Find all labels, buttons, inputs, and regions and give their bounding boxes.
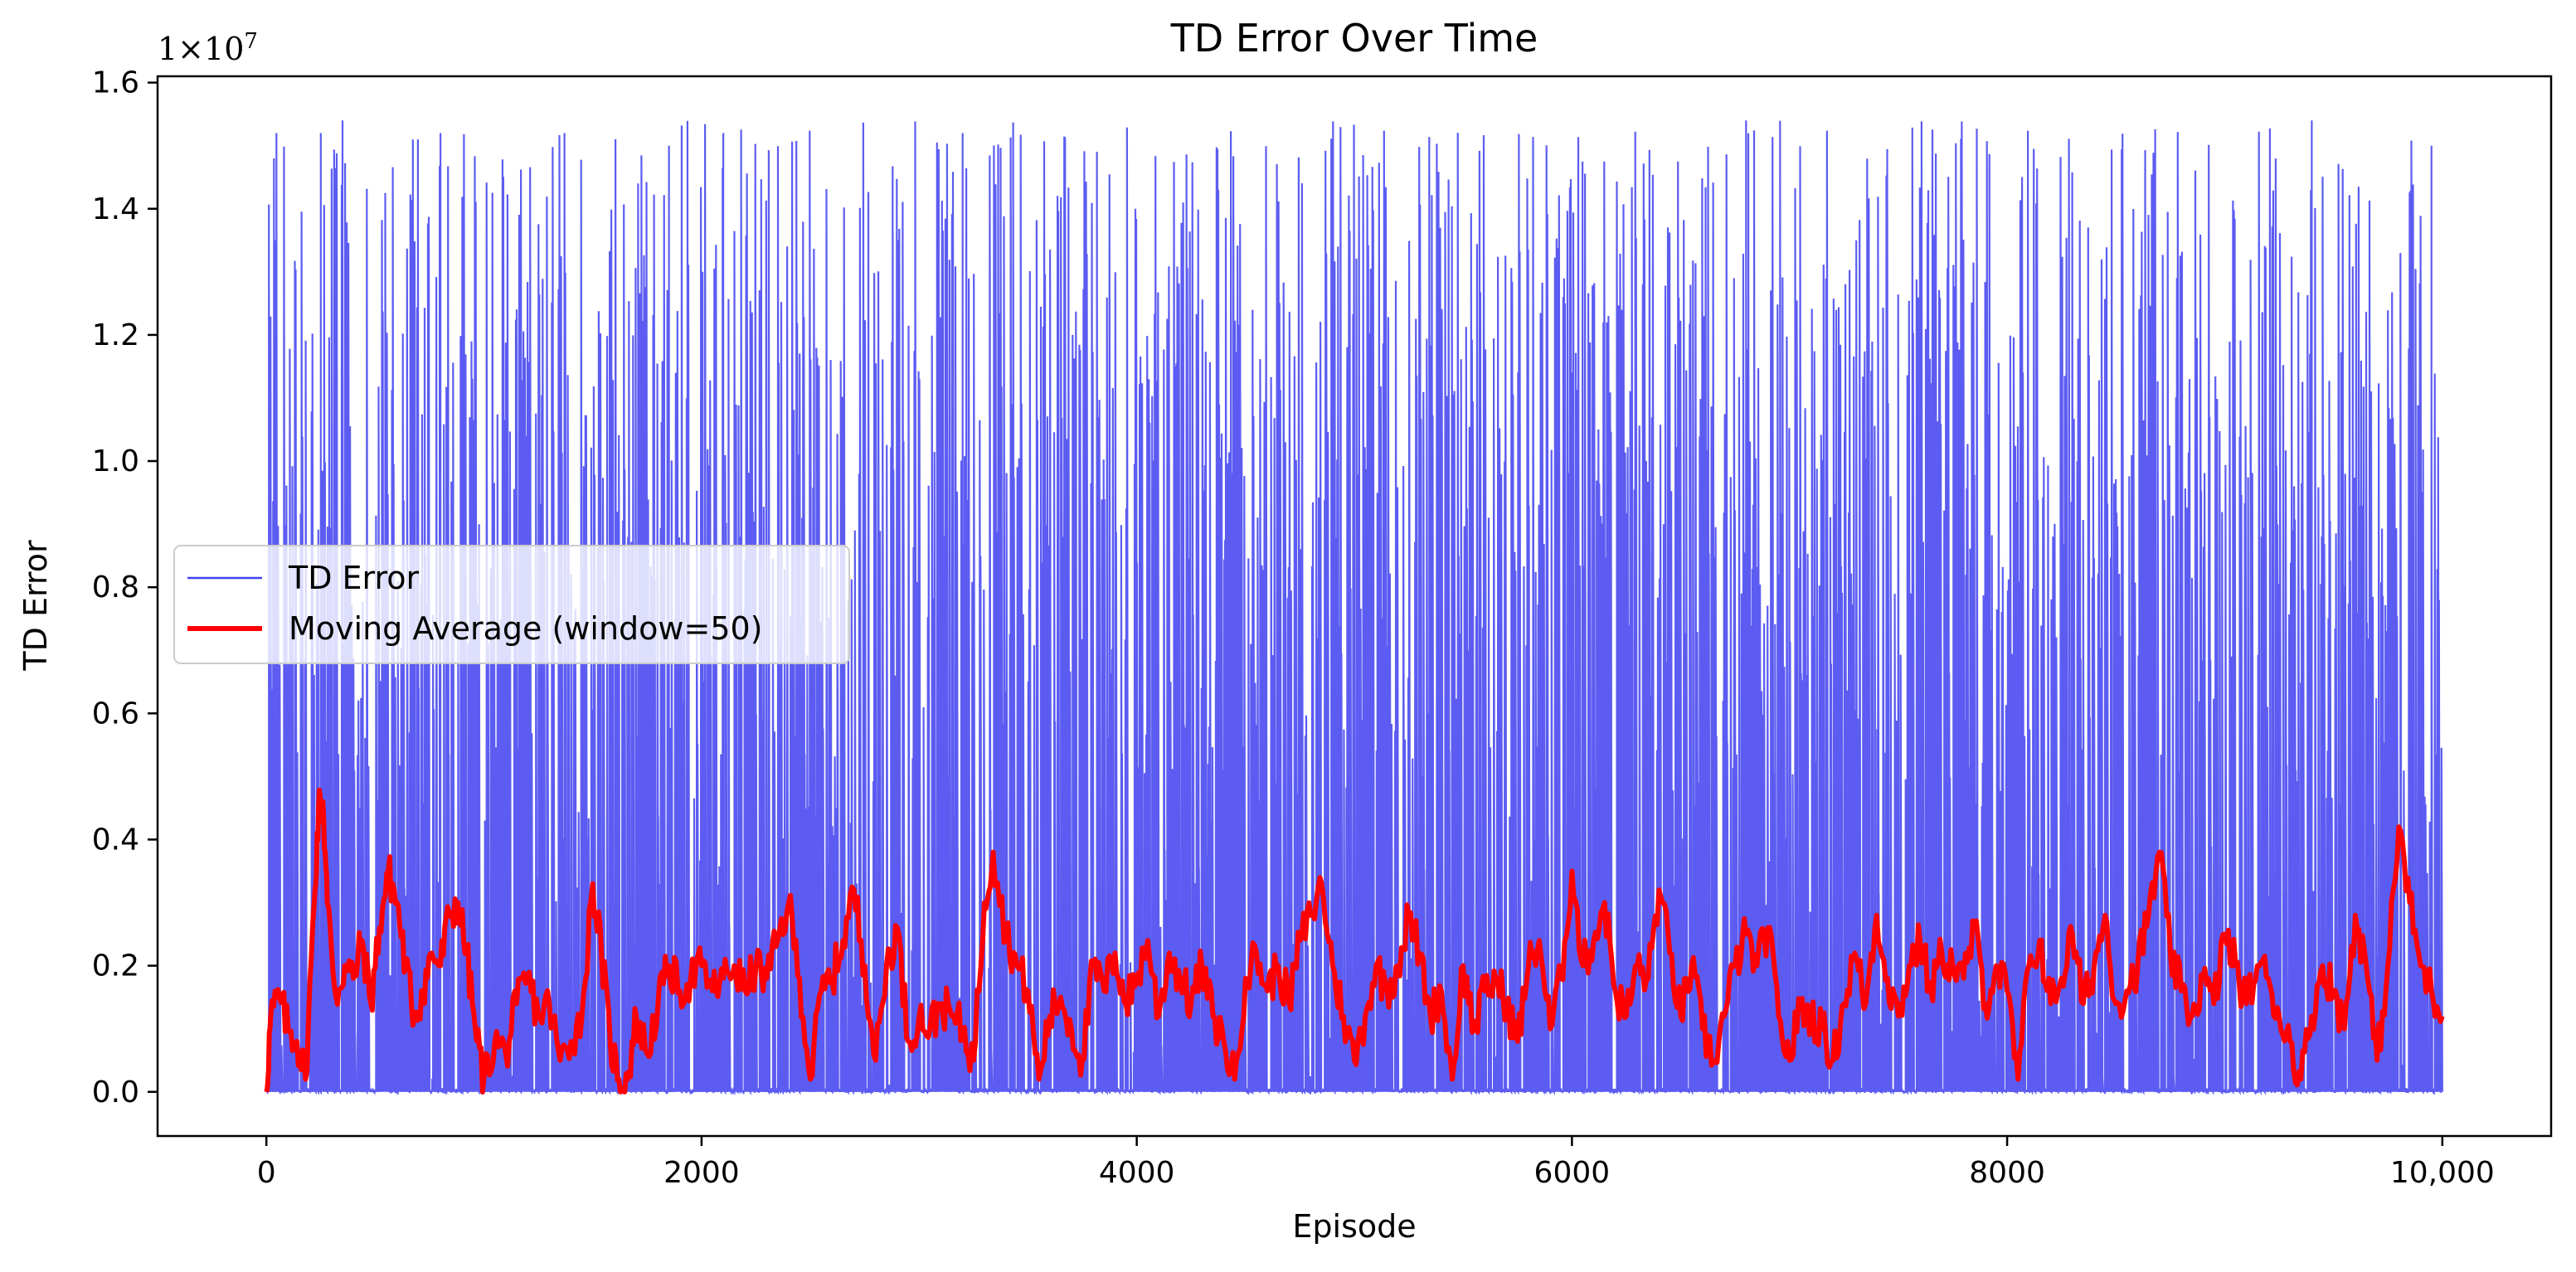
y-axis-multiplier-exponent: 7: [244, 29, 258, 54]
x-tick-label: 2000: [663, 1156, 740, 1190]
legend: TD Error Moving Average (window=50): [173, 545, 850, 664]
x-tick-label: 8000: [1969, 1156, 2045, 1190]
y-tick-label: 1.0: [92, 444, 139, 478]
chart-title: TD Error Over Time: [1170, 16, 1538, 61]
x-tick-label: 0: [257, 1156, 276, 1190]
y-axis-ticks: 0.0 0.2 0.4 0.6 0.8 1.0 1.2 1.4 1.6: [92, 66, 158, 1109]
y-tick-label: 1.6: [92, 66, 139, 100]
y-tick-label: 0.8: [92, 570, 139, 604]
x-tick-label: 4000: [1099, 1156, 1175, 1190]
y-axis-label: TD Error: [17, 540, 54, 672]
x-tick-label: 10,000: [2390, 1156, 2495, 1190]
y-tick-label: 0.6: [92, 697, 139, 731]
moving-average-series-line: [264, 787, 2445, 1095]
y-axis-multiplier-base: 1×10: [158, 31, 244, 67]
y-tick-label: 0.4: [92, 823, 139, 857]
x-axis-ticks: 0 2000 4000 6000 8000 10,000: [257, 1136, 2495, 1190]
y-tick-label: 1.2: [92, 318, 139, 352]
y-axis-multiplier: 1×107: [158, 29, 258, 67]
x-axis-label: Episode: [1292, 1208, 1416, 1245]
legend-label-td-error: TD Error: [288, 560, 420, 596]
legend-box: [173, 545, 850, 664]
legend-label-moving-average: Moving Average (window=50): [289, 610, 763, 647]
y-tick-label: 0.0: [92, 1075, 139, 1109]
plot-frame: [156, 75, 2553, 1138]
y-tick-label: 1.4: [92, 192, 139, 226]
x-tick-label: 6000: [1534, 1156, 1611, 1190]
y-tick-label: 0.2: [92, 949, 139, 983]
